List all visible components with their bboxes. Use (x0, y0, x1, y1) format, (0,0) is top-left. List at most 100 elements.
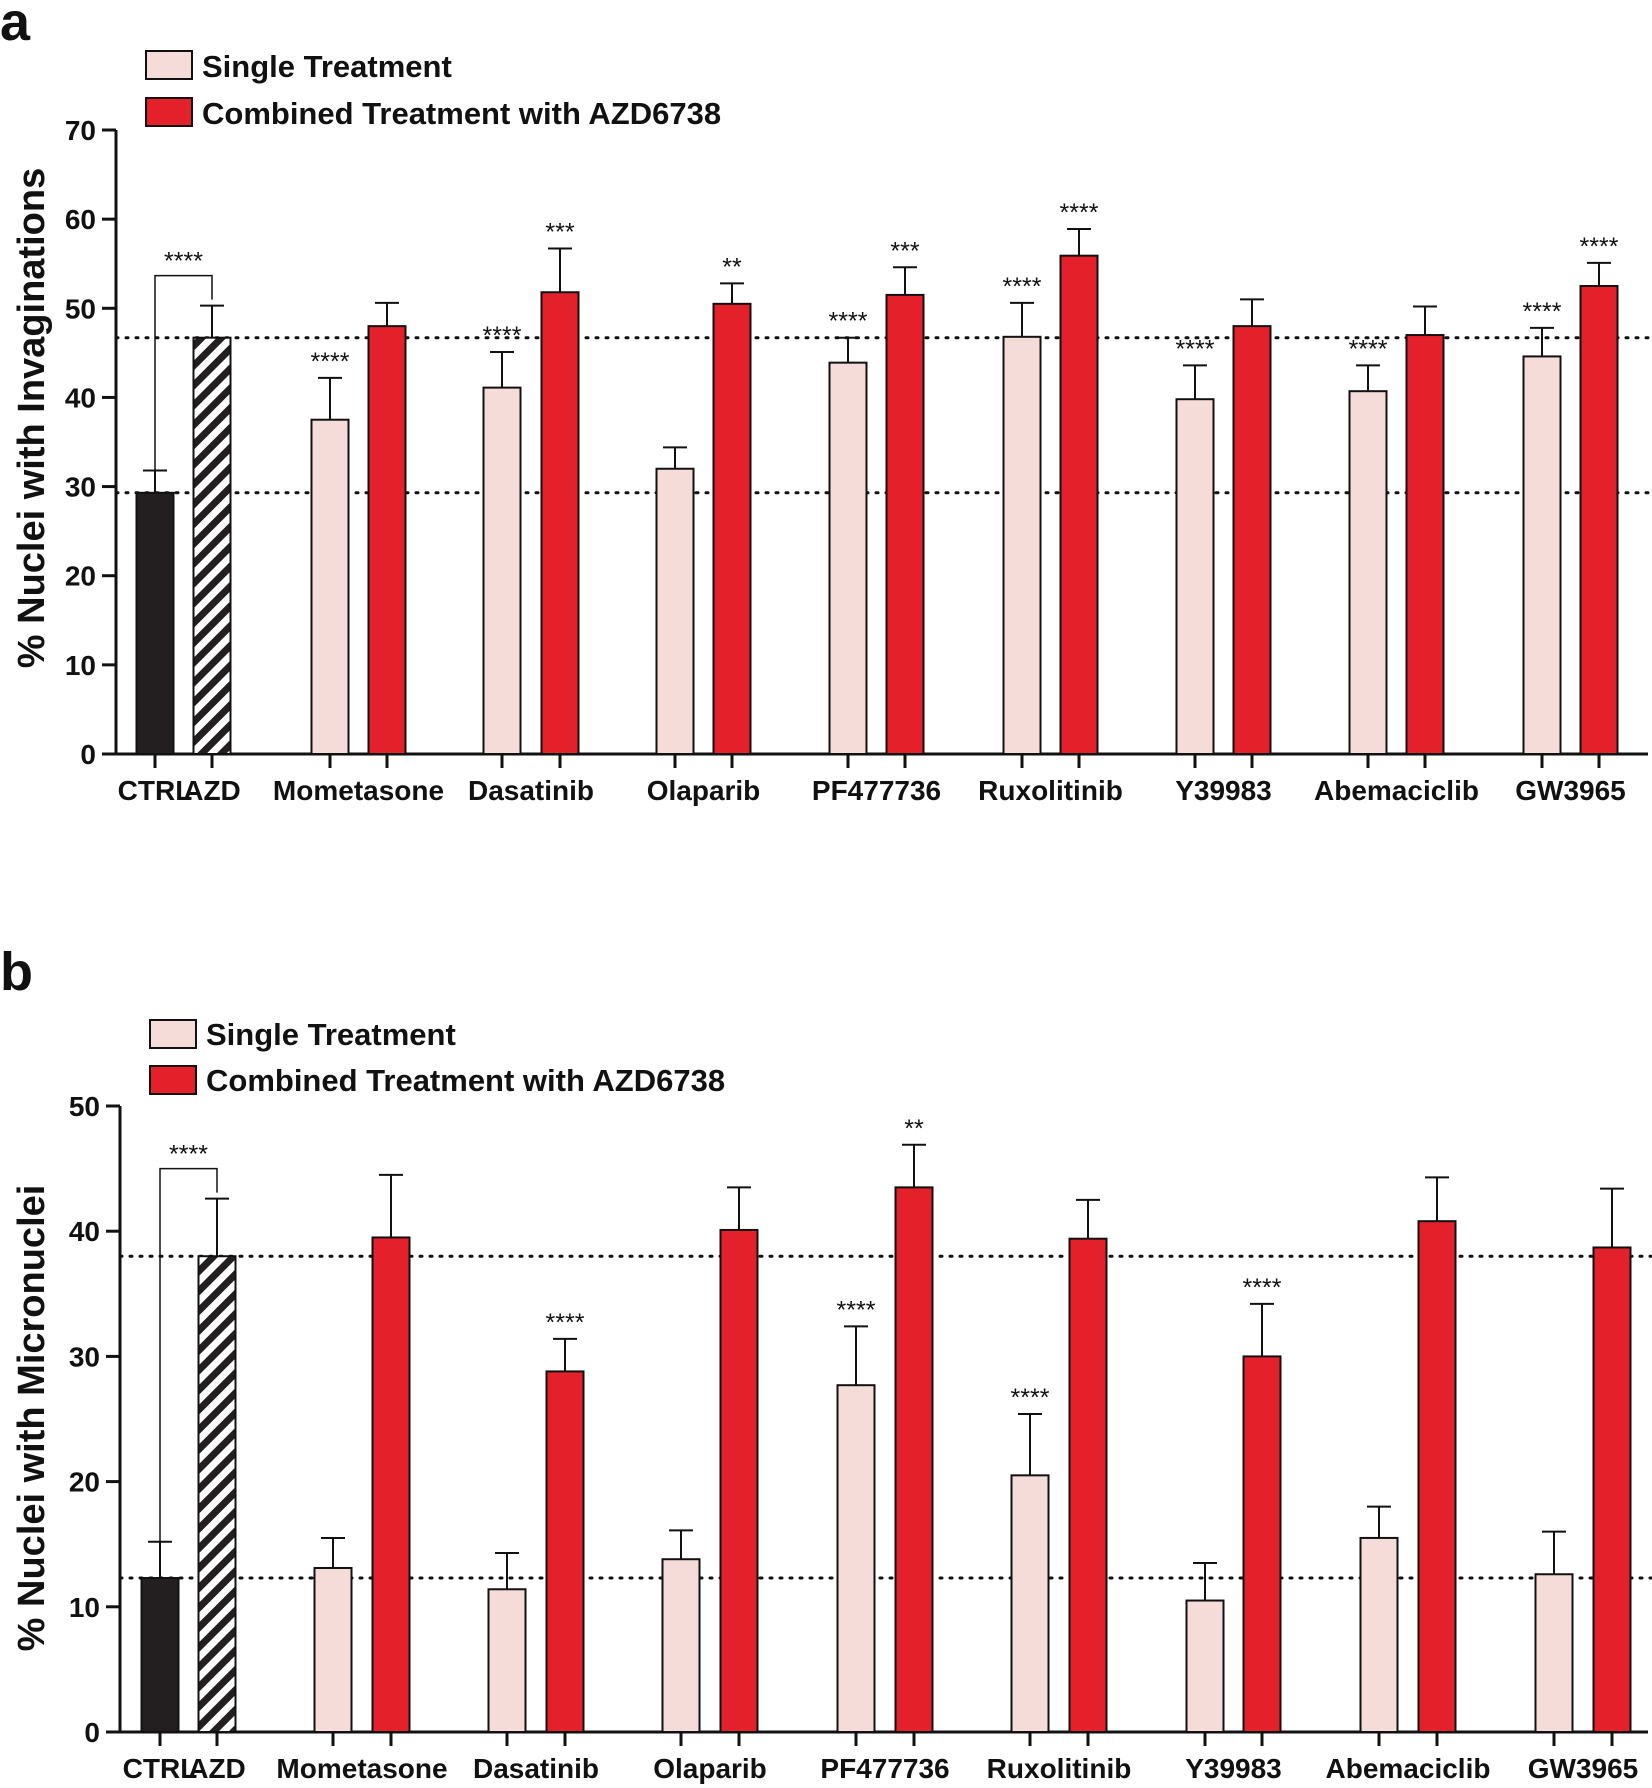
bar-gw3965-combined (1579, 285, 1619, 755)
y-tick-label-50: 50 (65, 293, 96, 324)
significance-ruxolitinib-single: **** (1011, 1384, 1050, 1412)
significance-abemaciclib-single: **** (1349, 335, 1388, 363)
panel-a-chart: a Single Treatment Combined Treatment wi… (0, 0, 1652, 806)
bar-pf477736-combined (885, 293, 925, 755)
bar-dasatinib-combined (545, 1370, 585, 1733)
bar-pf477736-single (828, 361, 868, 755)
panel-b-letter: b (0, 942, 33, 1002)
legend-a: Single Treatment Combined Treatment with… (145, 49, 721, 131)
significance-dasatinib-combined: *** (545, 219, 574, 247)
panel-b-chart: b Single Treatment Combined Treatment wi… (0, 942, 1652, 1784)
y-tick-label-10: 10 (69, 1592, 100, 1623)
bar-mometasone-combined (367, 325, 407, 755)
bar-y39983-single (1175, 398, 1215, 755)
y-tick-label-70: 70 (65, 115, 96, 146)
x-label-abemaciclib: Abemaciclib (1314, 775, 1479, 806)
x-label-gw3965: GW3965 (1528, 1753, 1639, 1784)
significance-pf477736-single: **** (829, 308, 868, 336)
x-label-olaparib: Olaparib (647, 775, 761, 806)
x-label-pf477736: PF477736 (812, 775, 941, 806)
legend-a-combined-swatch (145, 97, 193, 127)
bar-abemaciclib-single (1359, 1536, 1399, 1733)
significance-bracket (159, 1167, 218, 1574)
bar-olaparib-combined (712, 302, 752, 755)
legend-b-single-swatch (149, 1019, 197, 1049)
x-label-ctrl: CTRL (118, 775, 193, 806)
y-tick-label-30: 30 (65, 472, 96, 503)
y-tick-label-50: 50 (69, 1091, 100, 1122)
significance-mometasone-single: **** (311, 348, 350, 376)
bar-ctrl (135, 491, 175, 755)
bar-abemaciclib-single (1348, 390, 1388, 755)
y-tick-label-40: 40 (65, 382, 96, 413)
bar-mometasone-combined (371, 1236, 411, 1733)
plot-area-a: 010203040506070CTRLAZD********Mometasone… (65, 115, 1652, 806)
bracket-significance: **** (169, 1141, 208, 1169)
bar-azd (192, 336, 232, 755)
significance-pf477736-combined: *** (890, 237, 919, 265)
x-label-ctrl: CTRL (123, 1753, 198, 1784)
x-label-abemaciclib: Abemaciclib (1326, 1753, 1491, 1784)
y-tick-label-40: 40 (69, 1216, 100, 1247)
significance-y39983-combined: **** (1243, 1274, 1282, 1302)
x-label-azd: AZD (188, 1753, 246, 1784)
bar-ruxolitinib-combined (1068, 1237, 1108, 1734)
bar-ruxolitinib-single (1010, 1474, 1050, 1733)
bar-olaparib-single (661, 1558, 701, 1733)
bar-abemaciclib-combined (1405, 334, 1445, 755)
x-label-pf477736: PF477736 (820, 1753, 949, 1784)
bar-abemaciclib-combined (1417, 1220, 1457, 1733)
bar-gw3965-single (1534, 1573, 1574, 1734)
x-label-ruxolitinib: Ruxolitinib (987, 1753, 1132, 1784)
bar-olaparib-single (655, 467, 695, 755)
bar-dasatinib-single (487, 1588, 527, 1733)
legend-b: Single Treatment Combined Treatment with… (149, 1017, 725, 1098)
significance-dasatinib-single: **** (483, 322, 522, 350)
bar-pf477736-single (836, 1384, 876, 1734)
significance-dasatinib-combined: **** (546, 1309, 585, 1337)
significance-olaparib-combined: ** (722, 253, 742, 281)
y-tick-label-20: 20 (65, 561, 96, 592)
x-label-ruxolitinib: Ruxolitinib (978, 775, 1123, 806)
x-label-gw3965: GW3965 (1515, 775, 1626, 806)
significance-pf477736-single: **** (837, 1296, 876, 1324)
bar-dasatinib-combined (540, 291, 580, 755)
bar-y39983-single (1185, 1599, 1225, 1734)
bar-y39983-combined (1232, 325, 1272, 755)
bar-pf477736-combined (894, 1186, 934, 1733)
bar-gw3965-combined (1592, 1246, 1632, 1733)
bar-y39983-combined (1242, 1355, 1282, 1734)
legend-a-combined-label: Combined Treatment with AZD6738 (202, 96, 721, 131)
bar-mometasone-single (310, 418, 350, 755)
y-tick-label-10: 10 (65, 650, 96, 681)
x-label-mometasone: Mometasone (276, 1753, 447, 1784)
y-axis-label-a: % Nuclei with Invaginations (11, 168, 53, 668)
significance-ruxolitinib-combined: **** (1060, 199, 1099, 227)
legend-b-single-label: Single Treatment (206, 1017, 456, 1052)
significance-gw3965-combined: **** (1580, 233, 1619, 261)
bracket-significance: **** (164, 248, 203, 276)
y-tick-label-30: 30 (69, 1341, 100, 1372)
y-axis-label-b: % Nuclei with Micronuclei (11, 1185, 53, 1652)
x-label-y39983: Y39983 (1185, 1753, 1282, 1784)
significance-ruxolitinib-single: **** (1003, 273, 1042, 301)
significance-bracket (154, 274, 213, 489)
bar-ctrl (140, 1577, 180, 1734)
bar-ruxolitinib-single (1002, 335, 1042, 755)
significance-y39983-single: **** (1176, 335, 1215, 363)
bar-dasatinib-single (482, 386, 522, 755)
x-label-mometasone: Mometasone (273, 775, 444, 806)
legend-a-single-swatch (145, 50, 193, 80)
significance-gw3965-single: **** (1523, 298, 1562, 326)
y-tick-label-0: 0 (80, 739, 96, 770)
x-label-y39983: Y39983 (1175, 775, 1272, 806)
legend-a-single-label: Single Treatment (202, 49, 452, 84)
bar-olaparib-combined (719, 1228, 759, 1733)
legend-b-combined-label: Combined Treatment with AZD6738 (206, 1063, 725, 1098)
significance-pf477736-combined: ** (904, 1115, 924, 1143)
x-label-dasatinib: Dasatinib (468, 775, 594, 806)
legend-b-combined-swatch (149, 1065, 197, 1095)
bar-azd (197, 1255, 237, 1733)
y-tick-label-0: 0 (84, 1717, 100, 1748)
